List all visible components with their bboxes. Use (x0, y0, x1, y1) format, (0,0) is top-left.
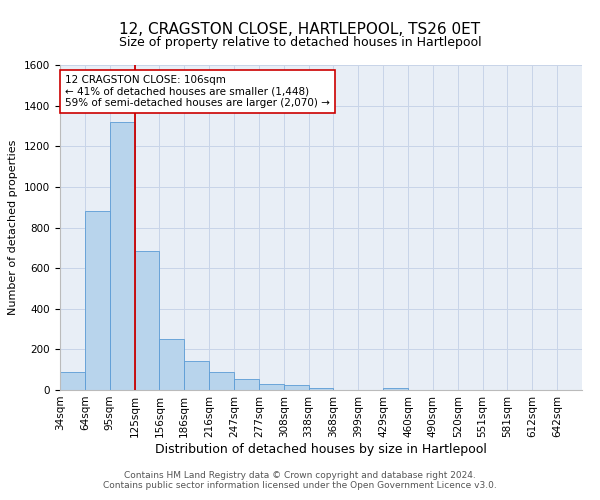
Bar (184, 361, 209, 390)
Bar (134, 251, 160, 390)
X-axis label: Distribution of detached houses by size in Hartlepool: Distribution of detached houses by size … (155, 442, 487, 456)
Bar (284, 385, 308, 390)
Y-axis label: Number of detached properties: Number of detached properties (8, 140, 19, 315)
Bar (383, 388, 408, 390)
Text: Contains public sector information licensed under the Open Government Licence v3: Contains public sector information licen… (103, 481, 497, 490)
Bar (60, 372, 85, 390)
Bar (209, 372, 234, 390)
Bar (308, 388, 334, 390)
Bar (110, 122, 134, 390)
Text: Contains HM Land Registry data © Crown copyright and database right 2024.: Contains HM Land Registry data © Crown c… (124, 471, 476, 480)
Bar (259, 384, 284, 390)
Text: 12 CRAGSTON CLOSE: 106sqm
← 41% of detached houses are smaller (1,448)
59% of se: 12 CRAGSTON CLOSE: 106sqm ← 41% of detac… (65, 74, 330, 108)
Text: Size of property relative to detached houses in Hartlepool: Size of property relative to detached ho… (119, 36, 481, 49)
Text: 12, CRAGSTON CLOSE, HARTLEPOOL, TS26 0ET: 12, CRAGSTON CLOSE, HARTLEPOOL, TS26 0ET (119, 22, 481, 38)
Bar (160, 339, 184, 390)
Bar (234, 379, 259, 390)
Bar (85, 211, 110, 390)
